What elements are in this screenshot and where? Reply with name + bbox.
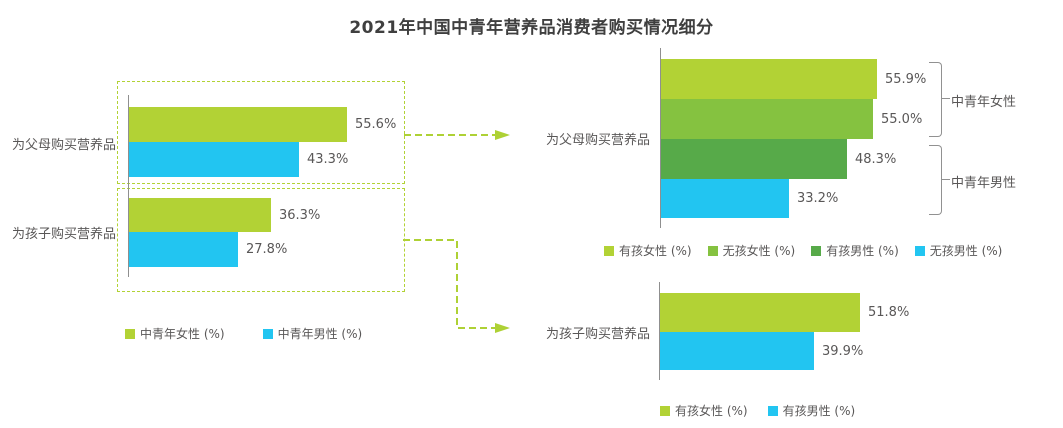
legend-swatch-icon bbox=[660, 405, 670, 416]
left-legend: 中青年女性 (%) 中青年男性 (%) bbox=[125, 325, 362, 342]
bracket-male-icon bbox=[929, 145, 942, 215]
legend-label: 中青年男性 (%) bbox=[277, 327, 363, 341]
legend-item-haskid-female: 有孩女性 (%) bbox=[604, 242, 692, 259]
legend-item-nokid-male: 无孩男性 (%) bbox=[914, 242, 1003, 259]
bar-value-label: 51.8% bbox=[868, 305, 910, 320]
bar-value-label: 48.3% bbox=[855, 151, 897, 167]
legend-swatch-icon bbox=[707, 245, 718, 256]
legend-label: 中青年女性 (%) bbox=[140, 327, 225, 341]
flow-arrow-children-icon bbox=[403, 239, 510, 333]
bar-row-parents-mom-female: 55.9% bbox=[661, 59, 926, 99]
bar-children-male bbox=[129, 232, 238, 267]
legend-label: 无孩男性 (%) bbox=[929, 244, 1003, 258]
bracket-male-tick-icon bbox=[941, 179, 950, 180]
bar-row-parents-female: 55.6% bbox=[129, 107, 396, 142]
right-top-category: 为父母购买营养品 bbox=[545, 133, 650, 148]
legend-swatch-icon bbox=[914, 245, 925, 256]
bar-children-haskid-female bbox=[660, 293, 860, 332]
legend-label: 无孩女性 (%) bbox=[722, 244, 796, 258]
bracket-female-icon bbox=[929, 62, 942, 137]
right-top-legend: 有孩女性 (%) 无孩女性 (%) 有孩男性 (%) 无孩男性 (%) bbox=[604, 242, 1002, 259]
left-category-children: 为孩子购买营养品 bbox=[11, 227, 116, 242]
bracket-label-female: 中青年女性 bbox=[951, 95, 1017, 110]
bar-row-parents-nokid-female: 55.0% bbox=[661, 99, 922, 139]
right-bottom-axis-line bbox=[659, 282, 660, 380]
bar-value-label: 39.9% bbox=[822, 343, 864, 359]
bar-parents-mom-female bbox=[661, 59, 877, 99]
bar-value-label: 36.3% bbox=[279, 207, 321, 223]
legend-label: 有孩女性 (%) bbox=[675, 404, 748, 418]
bar-row-parents-nokid-male: 33.2% bbox=[661, 179, 838, 218]
bar-row-children-female: 36.3% bbox=[129, 198, 320, 232]
flow-arrow-parents-icon bbox=[404, 130, 510, 140]
bar-row-parents-male: 43.3% bbox=[129, 142, 348, 177]
legend-swatch-icon bbox=[125, 328, 135, 339]
bar-value-label: 27.8% bbox=[246, 242, 288, 257]
bar-parents-dad-male bbox=[661, 139, 847, 179]
legend-item-haskid-female: 有孩女性 (%) bbox=[660, 402, 748, 419]
bar-row-children-haskid-female: 51.8% bbox=[660, 293, 909, 332]
bracket-female-tick-icon bbox=[941, 98, 950, 99]
legend-swatch-icon bbox=[767, 405, 778, 416]
legend-label: 有孩男性 (%) bbox=[782, 404, 856, 418]
bracket-label-male: 中青年男性 bbox=[951, 176, 1017, 191]
bar-parents-female bbox=[129, 107, 347, 142]
bar-parents-nokid-female bbox=[661, 99, 873, 139]
bar-children-female bbox=[129, 198, 271, 232]
bar-value-label: 55.0% bbox=[881, 111, 923, 127]
right-bottom-category: 为孩子购买营养品 bbox=[545, 327, 650, 342]
legend-item-young-male: 中青年男性 (%) bbox=[262, 325, 363, 342]
bar-row-children-male: 27.8% bbox=[129, 232, 287, 267]
legend-swatch-icon bbox=[604, 245, 614, 256]
bar-value-label: 43.3% bbox=[307, 152, 349, 167]
right-top-axis-line bbox=[660, 48, 661, 228]
legend-swatch-icon bbox=[262, 328, 273, 339]
right-bottom-legend: 有孩女性 (%) 有孩男性 (%) bbox=[660, 402, 855, 419]
legend-label: 有孩女性 (%) bbox=[619, 244, 692, 258]
left-axis-line bbox=[128, 95, 129, 277]
legend-item-haskid-male: 有孩男性 (%) bbox=[767, 402, 856, 419]
bar-value-label: 55.9% bbox=[885, 71, 927, 87]
bar-value-label: 33.2% bbox=[797, 191, 839, 206]
highlight-box-parents bbox=[117, 81, 405, 184]
legend-label: 有孩男性 (%) bbox=[826, 244, 899, 258]
bar-parents-nokid-male bbox=[661, 179, 789, 218]
bar-parents-male bbox=[129, 142, 299, 177]
legend-item-haskid-male: 有孩男性 (%) bbox=[811, 242, 899, 259]
chart-title: 2021年中国中青年营养品消费者购买情况细分 bbox=[349, 18, 714, 38]
legend-swatch-icon bbox=[811, 245, 822, 256]
legend-item-young-female: 中青年女性 (%) bbox=[125, 325, 225, 342]
bar-row-children-haskid-male: 39.9% bbox=[660, 332, 863, 370]
bar-children-haskid-male bbox=[660, 332, 814, 370]
left-category-parents: 为父母购买营养品 bbox=[11, 138, 116, 153]
legend-item-nokid-female: 无孩女性 (%) bbox=[707, 242, 796, 259]
bar-value-label: 55.6% bbox=[355, 117, 397, 132]
bar-row-parents-dad-male: 48.3% bbox=[661, 139, 896, 179]
